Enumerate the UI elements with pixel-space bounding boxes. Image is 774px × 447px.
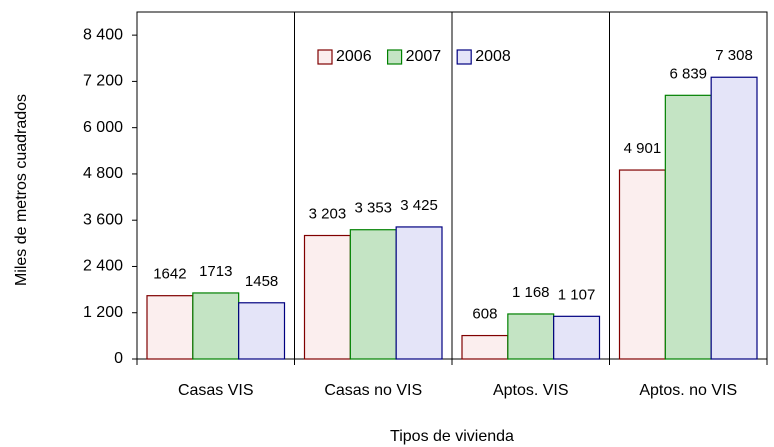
bar (461, 334, 509, 360)
legend-swatch (386, 49, 403, 65)
bar (507, 313, 555, 360)
y-tick-label: 3 600 (83, 211, 123, 228)
data-label: 608 (472, 306, 497, 323)
data-label: 3 203 (309, 205, 347, 222)
y-tick-label: 8 400 (83, 26, 123, 43)
data-label: 1 168 (512, 284, 550, 301)
y-tick-label: 2 400 (83, 258, 123, 275)
data-label: 4 901 (624, 140, 662, 157)
data-label: 1642 (153, 266, 186, 283)
bar (238, 302, 286, 360)
y-tick-label: 6 000 (83, 119, 123, 136)
data-label: 3 353 (354, 200, 392, 217)
data-label: 3 425 (400, 197, 438, 214)
bar (349, 229, 397, 360)
data-label: 1 107 (558, 286, 596, 303)
y-tick-label: 4 800 (83, 165, 123, 182)
x-tick-label: Aptos. VIS (493, 382, 569, 399)
x-tick-label: Casas VIS (178, 382, 254, 399)
y-tick-label: 0 (114, 350, 123, 367)
bar (553, 315, 601, 360)
y-axis-title: Miles de metros cuadrados (13, 94, 30, 286)
x-axis-title: Tipos de vivienda (390, 428, 514, 445)
x-tick-label: Aptos. no VIS (639, 382, 737, 399)
bar (192, 292, 240, 360)
y-tick-label: 7 200 (83, 73, 123, 90)
data-label: 1458 (245, 273, 278, 290)
data-label: 7 308 (715, 47, 753, 64)
legend-swatch (317, 49, 333, 65)
legend-swatch (456, 49, 472, 65)
bar (395, 226, 443, 360)
legend-label: 2006 (336, 48, 372, 65)
x-tick-label: Casas no VIS (324, 382, 422, 399)
bar (664, 94, 712, 360)
legend-label: 2007 (406, 48, 442, 65)
legend-label: 2008 (475, 48, 511, 65)
data-label: 1713 (199, 263, 232, 280)
bar (303, 234, 351, 360)
bar (710, 76, 758, 360)
bar (618, 169, 666, 360)
y-tick-label: 1 200 (83, 304, 123, 321)
data-label: 6 839 (669, 65, 707, 82)
bar (146, 295, 194, 360)
